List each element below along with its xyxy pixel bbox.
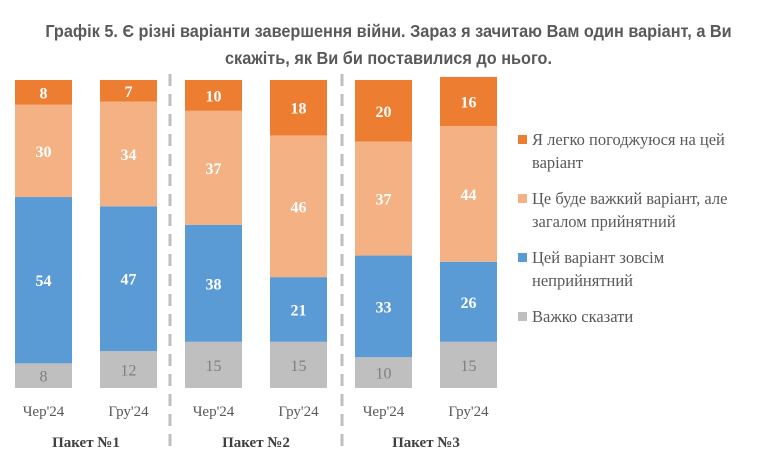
legend-label: Це буде важкий варіант, але [532, 189, 728, 208]
legend-swatch-easily-agree [518, 135, 527, 144]
x-tick-label: Чер'24 [363, 404, 405, 420]
data-label: 47 [121, 272, 137, 289]
data-label: 20 [376, 104, 392, 121]
data-label: 26 [461, 295, 477, 312]
data-label: 15 [291, 358, 307, 375]
legend-label: Цей варіант зовсім [532, 248, 665, 267]
bar-segment-easily-agree [15, 80, 72, 105]
bar-segment-hard-to-say [270, 341, 327, 388]
data-label: 46 [291, 199, 307, 216]
group-label: Пакет №1 [52, 435, 120, 451]
data-label: 37 [206, 161, 222, 178]
legend-item-easily-agree: Я легко погоджуюся на цей варіант [518, 128, 773, 174]
bar-segment-difficult-acceptable [440, 126, 497, 262]
bar-segment-difficult-acceptable [185, 110, 242, 225]
data-label: 10 [206, 88, 222, 105]
legend-label: Важко сказати [532, 307, 634, 326]
legend-label: неприйнятний [532, 271, 634, 290]
legend-label: варіант [532, 153, 584, 172]
bar-segment-unacceptable [185, 224, 242, 342]
data-label: 16 [461, 95, 477, 112]
bar-segment-unacceptable [270, 277, 327, 342]
legend-item-difficult-acceptable: Це буде важкий варіант, але загалом прий… [518, 187, 773, 233]
data-label: 18 [291, 101, 307, 118]
x-tick-label: Гру'24 [108, 404, 149, 420]
bar-segment-easily-agree [440, 76, 497, 127]
bar-segment-difficult-acceptable [100, 101, 157, 207]
legend-swatch-hard-to-say [518, 312, 527, 321]
bar-segment-easily-agree [185, 80, 242, 111]
bar-segment-hard-to-say [440, 341, 497, 388]
bar-segment-easily-agree [270, 80, 327, 136]
legend-label: загалом прийнятний [532, 212, 676, 231]
chart-title: Графік 5. Є різні варіанти завершення ві… [27, 18, 750, 72]
data-label: 44 [461, 187, 477, 204]
x-tick-label: Чер'24 [23, 404, 65, 420]
data-label: 37 [376, 192, 392, 209]
data-label: 12 [121, 363, 137, 380]
legend-item-hard-to-say: Важко сказати [518, 305, 773, 328]
legend-swatch-unacceptable [518, 253, 527, 262]
legend-item-unacceptable: Цей варіант зовсім неприйнятний [518, 246, 773, 292]
data-label: 33 [376, 299, 392, 316]
data-label: 8 [40, 369, 48, 386]
bar-segment-hard-to-say [355, 357, 412, 388]
bar-segment-hard-to-say [185, 341, 242, 388]
data-label: 15 [206, 358, 222, 375]
data-label: 21 [291, 302, 307, 319]
bar-segment-easily-agree [100, 80, 157, 102]
bar-segment-unacceptable [15, 197, 72, 364]
bar-segment-unacceptable [440, 261, 497, 342]
legend: Я легко погоджуюся на цей варіант Це буд… [518, 128, 773, 341]
bar-segment-difficult-acceptable [15, 104, 72, 198]
bar-segment-unacceptable [355, 255, 412, 358]
data-label: 7 [125, 84, 133, 101]
group-label: Пакет №3 [392, 435, 460, 451]
bar-segment-hard-to-say [100, 351, 157, 388]
chart-title-line-1: Графік 5. Є різні варіанти завершення ві… [45, 21, 732, 41]
x-tick-label: Гру'24 [278, 404, 319, 420]
data-label: 10 [376, 366, 392, 383]
group-label: Пакет №2 [222, 435, 290, 451]
data-label: 15 [461, 358, 477, 375]
bar-segment-difficult-acceptable [355, 141, 412, 256]
data-label: 38 [206, 276, 222, 293]
x-tick-label: Гру'24 [448, 404, 489, 420]
x-tick-label: Чер'24 [193, 404, 235, 420]
chart-title-line-2: скажіть, як Ви би поставилися до нього. [224, 48, 553, 68]
data-label: 8 [40, 85, 48, 102]
bar-segment-hard-to-say [15, 363, 72, 388]
legend-label: Я легко погоджуюся на цей [532, 130, 725, 149]
bar-segment-unacceptable [100, 206, 157, 352]
legend-swatch-difficult-acceptable [518, 194, 527, 203]
bar-segment-difficult-acceptable [270, 135, 327, 278]
data-label: 30 [36, 144, 52, 161]
data-label: 54 [36, 273, 52, 290]
data-label: 34 [121, 147, 137, 164]
bar-segment-easily-agree [355, 80, 412, 142]
